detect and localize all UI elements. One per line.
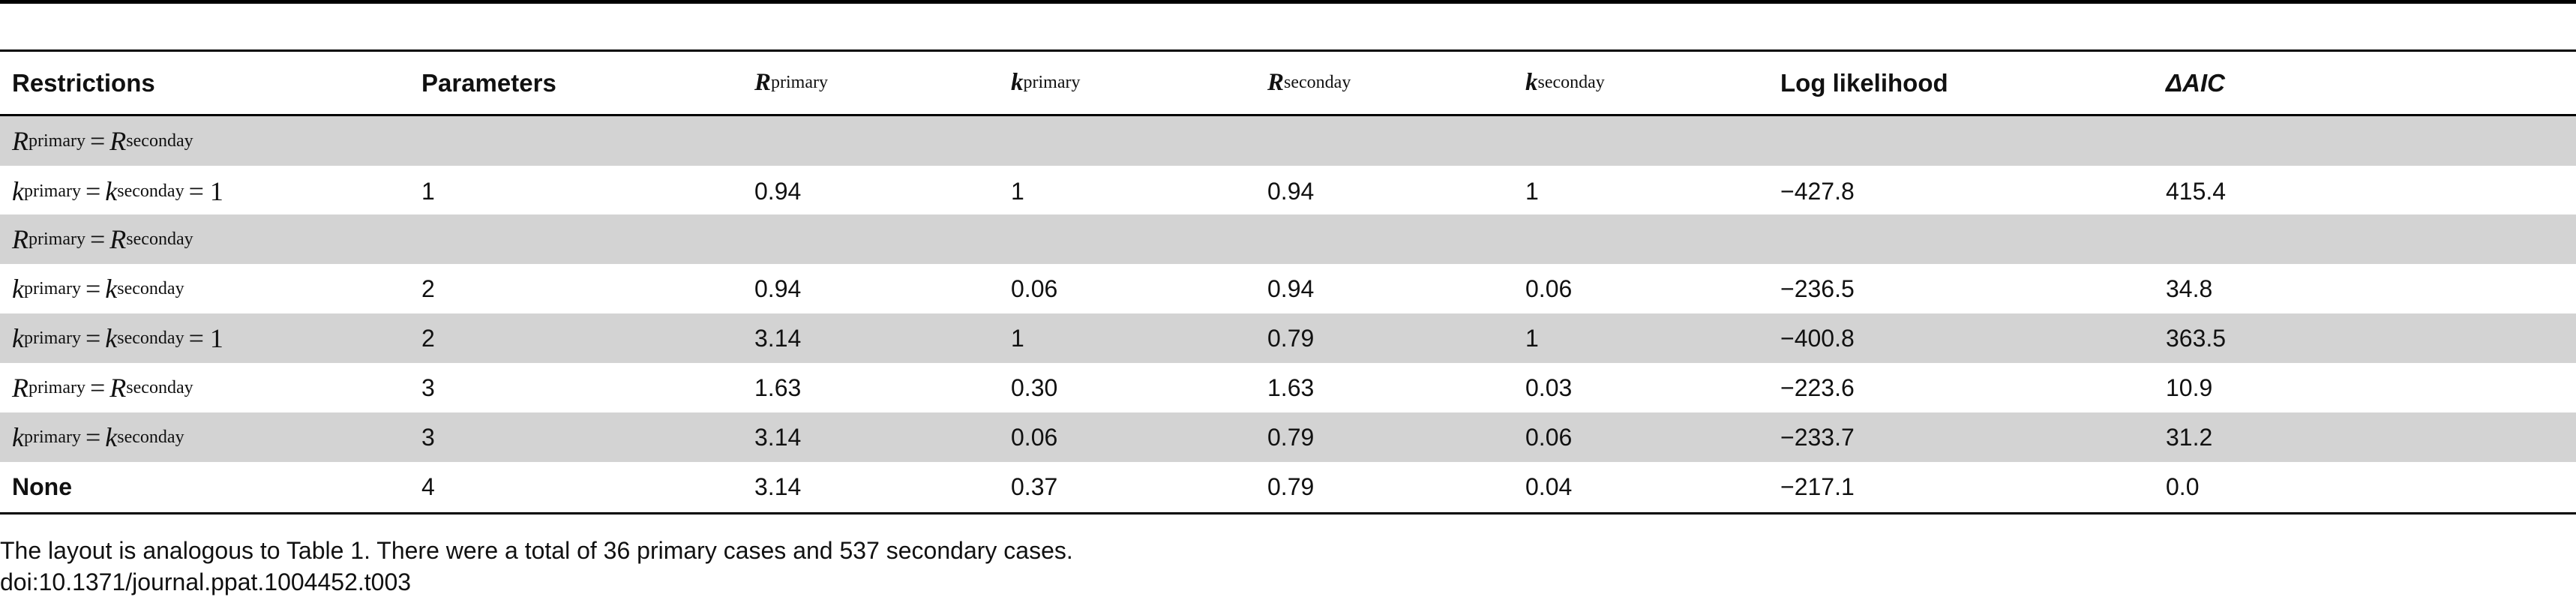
cell-k-primary: 1: [1011, 177, 1024, 205]
table-row: k primary = k seconday = 1 1 0.94 1 0.94 1 −427.8 415…: [0, 166, 2576, 216]
cell-r-primary: 3.14: [754, 423, 802, 451]
cell-r-primary: 0.94: [754, 177, 802, 205]
table-footnote: The layout is analogous to Table 1. Ther…: [0, 537, 1073, 564]
cell-k-seconday: 0.06: [1525, 274, 1573, 302]
cell-delta-aic: 10.9: [2166, 374, 2213, 401]
cell-parameters: 1: [421, 177, 435, 205]
cell-parameters: 2: [421, 324, 435, 352]
cell-restriction: k primary = k seconday: [12, 422, 184, 452]
cell-log-likelihood: −236.5: [1780, 274, 1855, 302]
cell-k-primary: 0.30: [1011, 374, 1058, 401]
cell-r-seconday: 0.94: [1267, 274, 1315, 302]
cell-k-seconday: 0.04: [1525, 472, 1573, 500]
table-bottom-rule: [0, 512, 2576, 514]
cell-delta-aic: 34.8: [2166, 274, 2213, 302]
cell-log-likelihood: −400.8: [1780, 324, 1855, 352]
cell-r-seconday: 0.94: [1267, 177, 1315, 205]
cell-delta-aic: 31.2: [2166, 423, 2213, 451]
header-top-rule: [0, 50, 2576, 52]
cell-k-seconday: 0.03: [1525, 374, 1573, 401]
cell-k-primary: 1: [1011, 324, 1024, 352]
cell-restriction: k primary = k seconday = 1: [12, 176, 223, 206]
table-row: k primary = k seconday 2 0.94 0.06 0.94 0.06 −236.…: [0, 264, 2576, 314]
cell-parameters: 3: [421, 374, 435, 401]
cell-parameters: 4: [421, 472, 435, 500]
cell-restriction: None: [12, 472, 72, 500]
cell-k-primary: 0.06: [1011, 423, 1058, 451]
header-delta-aic: ΔAIC: [2166, 68, 2225, 97]
table-row: None 4 3.14 0.37 0.79 0.04 −217.1 0.0: [0, 462, 2576, 512]
header-bottom-rule: [0, 114, 2576, 116]
cell-r-primary: 0.94: [754, 274, 802, 302]
cell-r-seconday: 0.79: [1267, 423, 1315, 451]
cell-log-likelihood: −223.6: [1780, 374, 1855, 401]
cell-r-primary: 3.14: [754, 472, 802, 500]
cell-parameters: 2: [421, 274, 435, 302]
cell-k-seconday: 1: [1525, 177, 1539, 205]
table-top-rule: [0, 0, 2576, 4]
cell-k-primary: 0.37: [1011, 472, 1058, 500]
cell-delta-aic: 363.5: [2166, 324, 2227, 352]
cell-log-likelihood: −427.8: [1780, 177, 1855, 205]
header-parameters: Parameters: [421, 68, 556, 97]
cell-log-likelihood: −217.1: [1780, 472, 1855, 500]
cell-delta-aic: 0.0: [2166, 472, 2200, 500]
table-doi: doi:10.1371/journal.ppat.1004452.t003: [0, 568, 412, 596]
cell-k-seconday: 0.06: [1525, 423, 1573, 451]
table-row: k primary = k seconday = 1 2 3.14 1 0.79 1 −400.8 363…: [0, 314, 2576, 363]
cell-r-primary: 3.14: [754, 324, 802, 352]
cell-r-seconday: 0.79: [1267, 324, 1315, 352]
cell-parameters: 3: [421, 423, 435, 451]
header-k-seconday: k seconday: [1525, 69, 1605, 96]
header-k-primary: k primary: [1011, 69, 1081, 96]
cell-r-seconday: 0.79: [1267, 472, 1315, 500]
cell-restriction: k primary = k seconday = 1: [12, 323, 223, 353]
cell-r-seconday: 1.63: [1267, 374, 1315, 401]
cell-k-seconday: 1: [1525, 324, 1539, 352]
cell-delta-aic: 415.4: [2166, 177, 2227, 205]
header-log-likelihood: Log likelihood: [1780, 68, 1948, 97]
table-row: k primary = k seconday 3 3.14 0.06 0.79 0.06 −233.…: [0, 412, 2576, 462]
cell-k-primary: 0.06: [1011, 274, 1058, 302]
cell-r-primary: 1.63: [754, 374, 802, 401]
cell-log-likelihood: −233.7: [1780, 423, 1855, 451]
cell-restriction: k primary = k seconday: [12, 274, 184, 304]
header-restrictions: Restrictions: [12, 68, 155, 97]
